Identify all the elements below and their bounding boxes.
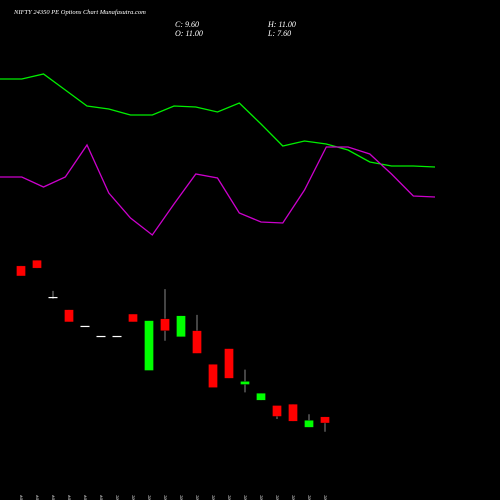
candle-body xyxy=(272,405,282,417)
x-tick-label: 03 Dec xyxy=(130,494,136,500)
candle-body xyxy=(64,309,74,323)
candle-body xyxy=(48,296,58,299)
candle-body xyxy=(320,416,330,424)
ohlc-label: O: 11.00 xyxy=(175,29,203,38)
candle-body xyxy=(256,393,266,401)
x-tick-label: 06 Dec xyxy=(162,494,168,500)
x-tick-label: 20 Nov xyxy=(18,494,24,500)
candle-body xyxy=(176,315,186,337)
candle-body xyxy=(208,364,218,388)
x-tick-label: 19 Dec xyxy=(258,494,264,500)
x-tick-label: 27 Dec xyxy=(322,494,328,500)
x-tick-label: 27 Nov xyxy=(66,494,72,500)
chart-title: NIFTY 24350 PE Options Chart Munafasutra… xyxy=(13,9,146,16)
candle-body xyxy=(160,318,170,331)
ohlc-label: C: 9.60 xyxy=(175,20,199,29)
x-tick-label: 21 Nov xyxy=(34,494,40,500)
candle-body xyxy=(80,325,90,328)
x-tick-label: 26 Dec xyxy=(306,494,312,500)
candle-body xyxy=(288,404,298,422)
candle-body xyxy=(224,348,234,379)
x-tick-label: 04 Dec xyxy=(145,494,152,500)
x-tick-label: 26 Nov xyxy=(50,494,56,500)
ohlc-label: H: 11.00 xyxy=(267,20,296,29)
x-tick-label: 29 Nov xyxy=(98,494,104,500)
ohlc-label: L: 7.60 xyxy=(267,29,291,38)
x-tick-label: 18 Dec xyxy=(242,494,248,500)
x-tick-label: 10 Dec xyxy=(194,494,200,500)
candle-body xyxy=(304,420,314,428)
x-tick-label: 23 Dec xyxy=(274,494,280,500)
candle-body xyxy=(144,320,154,371)
x-tick-label: 09 Dec xyxy=(178,494,184,500)
candle-body xyxy=(32,260,42,269)
candle-body xyxy=(240,381,250,385)
x-tick-label: 02 Dec xyxy=(114,494,120,500)
x-tick-label: 17 Dec xyxy=(226,494,232,500)
candle-body xyxy=(16,265,26,277)
x-tick-label: 28 Nov xyxy=(82,494,88,500)
candle-body xyxy=(192,330,202,354)
candle-body xyxy=(112,335,122,338)
indicator-line xyxy=(0,73,436,168)
candle-body xyxy=(96,335,106,338)
x-tick-label: 11 Dec xyxy=(210,494,216,500)
candle-body xyxy=(128,313,138,323)
indicator-line xyxy=(0,143,436,236)
x-tick-label: 24 Dec xyxy=(289,494,296,500)
